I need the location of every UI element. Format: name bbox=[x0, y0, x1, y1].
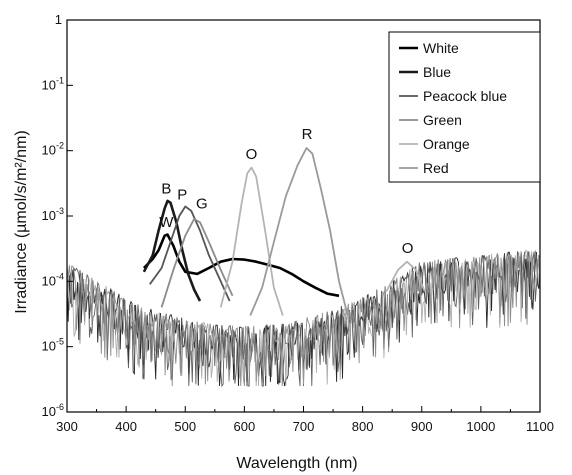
series-line bbox=[219, 166, 426, 316]
peak-label: O bbox=[402, 240, 414, 257]
legend-box bbox=[388, 31, 541, 183]
legend-label: Peacock blue bbox=[423, 88, 507, 104]
x-tick-label: 1100 bbox=[526, 419, 554, 434]
y-tick-label: 10-6 bbox=[42, 402, 64, 419]
x-tick-label: 700 bbox=[293, 419, 315, 434]
peak-label: B bbox=[161, 181, 171, 198]
x-axis-ticks: 300 400 500 600 700 800 900 1000 1100 bbox=[56, 406, 554, 434]
x-tick-label: 900 bbox=[411, 419, 433, 434]
y-axis-label: Irradiance (µmol/s/m²/nm) bbox=[13, 130, 30, 313]
y-tick-label: 10-3 bbox=[42, 206, 64, 223]
x-tick-label: 300 bbox=[56, 419, 78, 434]
y-tick-label: 10-4 bbox=[42, 271, 64, 288]
x-tick-label: 600 bbox=[234, 419, 256, 434]
y-tick-label: 10-1 bbox=[42, 75, 64, 92]
legend-label: Blue bbox=[423, 64, 451, 80]
peak-label: P bbox=[177, 186, 187, 203]
peak-label: G bbox=[196, 196, 208, 213]
peak-label: O bbox=[246, 146, 258, 163]
x-tick-label: 1000 bbox=[466, 419, 495, 434]
legend-label: White bbox=[423, 40, 459, 56]
legend-label: Red bbox=[423, 160, 449, 176]
x-tick-label: 500 bbox=[174, 419, 196, 434]
y-axis-ticks: 10-6 10-5 10-4 10-3 10-2 10-1 1 bbox=[42, 12, 73, 419]
series-layer bbox=[142, 147, 426, 316]
peak-label: R bbox=[302, 126, 313, 143]
series-line bbox=[149, 205, 231, 302]
noise-floor-layer bbox=[66, 249, 541, 388]
legend-label: Orange bbox=[423, 136, 470, 152]
series-line bbox=[249, 147, 349, 316]
x-tick-label: 400 bbox=[115, 419, 137, 434]
series-line bbox=[160, 218, 234, 308]
noise-trace bbox=[66, 249, 541, 387]
y-tick-label: 10-5 bbox=[42, 337, 64, 354]
legend: White Blue Peacock blue Green Orange Red bbox=[388, 31, 541, 183]
series-line bbox=[142, 199, 202, 302]
y-tick-label: 10-2 bbox=[42, 141, 64, 158]
noise-trace bbox=[66, 250, 541, 387]
legend-label: Green bbox=[423, 112, 462, 128]
x-axis-label: Wavelength (nm) bbox=[236, 455, 357, 472]
x-tick-label: 800 bbox=[352, 419, 374, 434]
series-line bbox=[142, 233, 340, 298]
peak-label: W bbox=[159, 214, 174, 231]
y-tick-label: 1 bbox=[55, 12, 62, 27]
